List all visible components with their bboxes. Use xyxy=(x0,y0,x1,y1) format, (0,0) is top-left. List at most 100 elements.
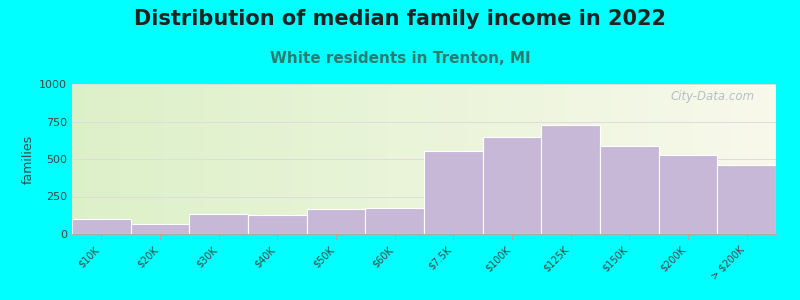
Bar xyxy=(452,84,459,234)
Bar xyxy=(586,84,593,234)
Bar xyxy=(128,84,135,234)
Bar xyxy=(311,84,318,234)
Bar xyxy=(290,84,298,234)
Bar xyxy=(678,84,685,234)
Bar xyxy=(227,84,234,234)
Bar xyxy=(130,224,190,234)
Bar xyxy=(544,84,550,234)
Bar xyxy=(276,84,283,234)
Bar xyxy=(142,84,150,234)
Bar xyxy=(642,84,650,234)
Bar xyxy=(93,84,100,234)
Bar xyxy=(718,165,776,234)
Bar xyxy=(248,215,306,234)
Bar xyxy=(621,84,628,234)
Bar xyxy=(213,84,220,234)
Bar xyxy=(670,84,678,234)
Bar xyxy=(354,84,361,234)
Bar xyxy=(663,84,670,234)
Bar xyxy=(283,84,290,234)
Bar xyxy=(769,84,776,234)
Bar xyxy=(530,84,537,234)
Bar xyxy=(79,84,86,234)
Bar xyxy=(150,84,157,234)
Bar xyxy=(72,219,130,234)
Bar xyxy=(306,209,366,234)
Bar xyxy=(515,84,522,234)
Bar xyxy=(550,84,558,234)
Bar xyxy=(304,84,311,234)
Bar xyxy=(579,84,586,234)
Bar xyxy=(403,84,410,234)
Bar xyxy=(459,84,466,234)
Bar xyxy=(720,84,726,234)
Bar xyxy=(466,84,474,234)
Bar xyxy=(107,84,114,234)
Bar xyxy=(122,84,128,234)
Bar xyxy=(368,84,374,234)
Bar xyxy=(339,84,346,234)
Bar xyxy=(206,84,213,234)
Bar xyxy=(726,84,734,234)
Bar xyxy=(607,84,614,234)
Bar xyxy=(650,84,656,234)
Bar xyxy=(185,84,192,234)
Bar xyxy=(600,84,607,234)
Bar xyxy=(326,84,333,234)
Bar xyxy=(438,84,445,234)
Bar xyxy=(537,84,544,234)
Text: Distribution of median family income in 2022: Distribution of median family income in … xyxy=(134,9,666,29)
Bar xyxy=(170,84,178,234)
Bar xyxy=(691,84,698,234)
Bar xyxy=(565,84,572,234)
Bar xyxy=(262,84,269,234)
Bar xyxy=(417,84,424,234)
Bar xyxy=(374,84,382,234)
Bar xyxy=(269,84,276,234)
Bar xyxy=(382,84,389,234)
Bar xyxy=(346,84,354,234)
Bar xyxy=(522,84,530,234)
Bar xyxy=(396,84,403,234)
Bar xyxy=(755,84,762,234)
Bar xyxy=(593,84,600,234)
Bar xyxy=(698,84,706,234)
Bar xyxy=(482,137,542,234)
Bar xyxy=(685,84,691,234)
Bar xyxy=(713,84,720,234)
Bar xyxy=(706,84,713,234)
Bar xyxy=(220,84,227,234)
Bar xyxy=(192,84,198,234)
Bar xyxy=(190,214,248,234)
Bar xyxy=(424,151,482,234)
Y-axis label: families: families xyxy=(22,134,35,184)
Bar xyxy=(198,84,206,234)
Bar xyxy=(248,84,255,234)
Bar xyxy=(298,84,304,234)
Bar xyxy=(762,84,769,234)
Bar xyxy=(241,84,248,234)
Bar xyxy=(100,84,107,234)
Bar xyxy=(366,208,424,234)
Bar xyxy=(474,84,480,234)
Bar xyxy=(255,84,262,234)
Bar xyxy=(114,84,122,234)
Bar xyxy=(424,84,431,234)
Bar xyxy=(656,84,663,234)
Bar xyxy=(494,84,502,234)
Bar xyxy=(163,84,170,234)
Bar xyxy=(72,84,79,234)
Text: White residents in Trenton, MI: White residents in Trenton, MI xyxy=(270,51,530,66)
Bar xyxy=(572,84,579,234)
Bar xyxy=(333,84,339,234)
Bar xyxy=(614,84,621,234)
Bar xyxy=(445,84,452,234)
Bar xyxy=(431,84,438,234)
Bar xyxy=(558,84,565,234)
Bar xyxy=(135,84,142,234)
Bar xyxy=(487,84,494,234)
Bar xyxy=(658,155,718,234)
Bar xyxy=(600,146,658,234)
Bar xyxy=(234,84,241,234)
Bar xyxy=(509,84,515,234)
